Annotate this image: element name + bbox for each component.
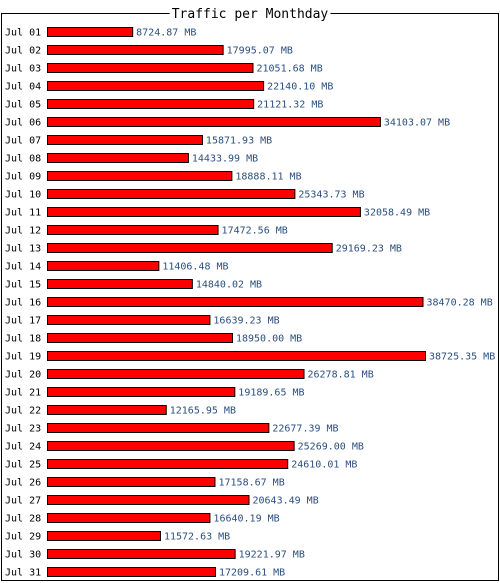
value-label: 17472.56 MB [222, 226, 288, 237]
traffic-bar [47, 153, 189, 163]
traffic-bar [47, 261, 160, 271]
chart-frame-line [1, 13, 499, 581]
value-label: 22677.39 MB [272, 424, 338, 435]
day-label: Jul 05 [5, 100, 41, 111]
traffic-bar [47, 117, 381, 127]
traffic-bar [47, 189, 296, 199]
day-label: Jul 14 [5, 262, 41, 273]
value-label: 21051.68 MB [256, 64, 322, 75]
value-label: 18950.00 MB [236, 334, 302, 345]
value-label: 25269.00 MB [298, 442, 364, 453]
traffic-bar [47, 405, 167, 415]
value-label: 18888.11 MB [235, 172, 301, 183]
traffic-bar [47, 351, 426, 361]
traffic-bar [47, 243, 333, 253]
traffic-bar [47, 387, 236, 397]
day-label: Jul 31 [5, 568, 41, 579]
value-label: 19221.97 MB [239, 550, 305, 561]
traffic-bar [47, 441, 295, 451]
value-label: 19189.65 MB [238, 388, 304, 399]
value-label: 29169.23 MB [336, 244, 402, 255]
day-label: Jul 11 [5, 208, 41, 219]
traffic-bar [47, 495, 250, 505]
day-label: Jul 03 [5, 64, 41, 75]
day-label: Jul 12 [5, 226, 41, 237]
day-label: Jul 06 [5, 118, 41, 129]
day-label: Jul 22 [5, 406, 41, 417]
value-label: 14840.02 MB [196, 280, 262, 291]
day-label: Jul 08 [5, 154, 41, 165]
value-label: 25343.73 MB [298, 190, 364, 201]
traffic-bar [47, 225, 219, 235]
day-label: Jul 16 [5, 298, 41, 309]
day-label: Jul 20 [5, 370, 41, 381]
traffic-bar [47, 297, 424, 307]
value-label: 8724.87 MB [136, 28, 196, 39]
chart-frame-border [1, 13, 499, 581]
value-label: 24610.01 MB [291, 460, 357, 471]
day-label: Jul 09 [5, 172, 41, 183]
value-label: 11572.63 MB [164, 532, 230, 543]
traffic-bar [47, 513, 211, 523]
traffic-bar [47, 369, 305, 379]
value-label: 20643.49 MB [253, 496, 319, 507]
day-label: Jul 13 [5, 244, 41, 255]
traffic-bar [47, 207, 361, 217]
day-label: Jul 29 [5, 532, 41, 543]
traffic-bar [47, 81, 265, 91]
day-label: Jul 15 [5, 280, 41, 291]
day-label: Jul 23 [5, 424, 41, 435]
chart-title: Traffic per Monthday [172, 7, 329, 22]
day-label: Jul 18 [5, 334, 41, 345]
value-label: 34103.07 MB [384, 118, 450, 129]
traffic-bar [47, 459, 289, 469]
value-label: 14433.99 MB [192, 154, 258, 165]
traffic-bar [47, 99, 255, 109]
value-label: 17209.61 MB [219, 568, 285, 579]
day-label: Jul 27 [5, 496, 41, 507]
value-label: 15871.93 MB [206, 136, 272, 147]
day-label: Jul 17 [5, 316, 41, 327]
traffic-bar [47, 27, 134, 37]
value-label: 11406.48 MB [162, 262, 228, 273]
value-label: 22140.10 MB [267, 82, 333, 93]
day-label: Jul 28 [5, 514, 41, 525]
value-label: 12165.95 MB [170, 406, 236, 417]
traffic-bar [47, 567, 216, 577]
day-label: Jul 24 [5, 442, 41, 453]
value-label: 32058.49 MB [364, 208, 430, 219]
traffic-bar [47, 531, 161, 541]
traffic-bar [47, 63, 254, 73]
value-label: 21121.32 MB [257, 100, 323, 111]
value-label: 16639.23 MB [213, 316, 279, 327]
traffic-bar [47, 45, 224, 55]
value-label: 38725.35 MB [429, 352, 495, 363]
day-label: Jul 21 [5, 388, 41, 399]
day-label: Jul 04 [5, 82, 41, 93]
traffic-bar [47, 423, 270, 433]
day-label: Jul 30 [5, 550, 41, 561]
value-label: 26278.81 MB [308, 370, 374, 381]
value-label: 16640.19 MB [213, 514, 279, 525]
day-label: Jul 19 [5, 352, 41, 363]
traffic-bar [47, 333, 233, 343]
chart-rows: Jul 01 8724.87 MB Jul 02 17995.07 MB Jul 03 2… [5, 27, 495, 579]
traffic-bar [47, 279, 193, 289]
traffic-bar [47, 549, 236, 559]
day-label: Jul 26 [5, 478, 41, 489]
day-label: Jul 10 [5, 190, 41, 201]
day-label: Jul 07 [5, 136, 41, 147]
traffic-bar [47, 135, 203, 145]
value-label: 17158.67 MB [218, 478, 284, 489]
traffic-bar [47, 315, 211, 325]
day-label: Jul 01 [5, 28, 41, 39]
value-label: 38470.28 MB [427, 298, 493, 309]
day-label: Jul 02 [5, 46, 41, 57]
day-label: Jul 25 [5, 460, 41, 471]
value-label: 17995.07 MB [227, 46, 293, 57]
traffic-bar [47, 477, 216, 487]
traffic-bar [47, 171, 233, 181]
